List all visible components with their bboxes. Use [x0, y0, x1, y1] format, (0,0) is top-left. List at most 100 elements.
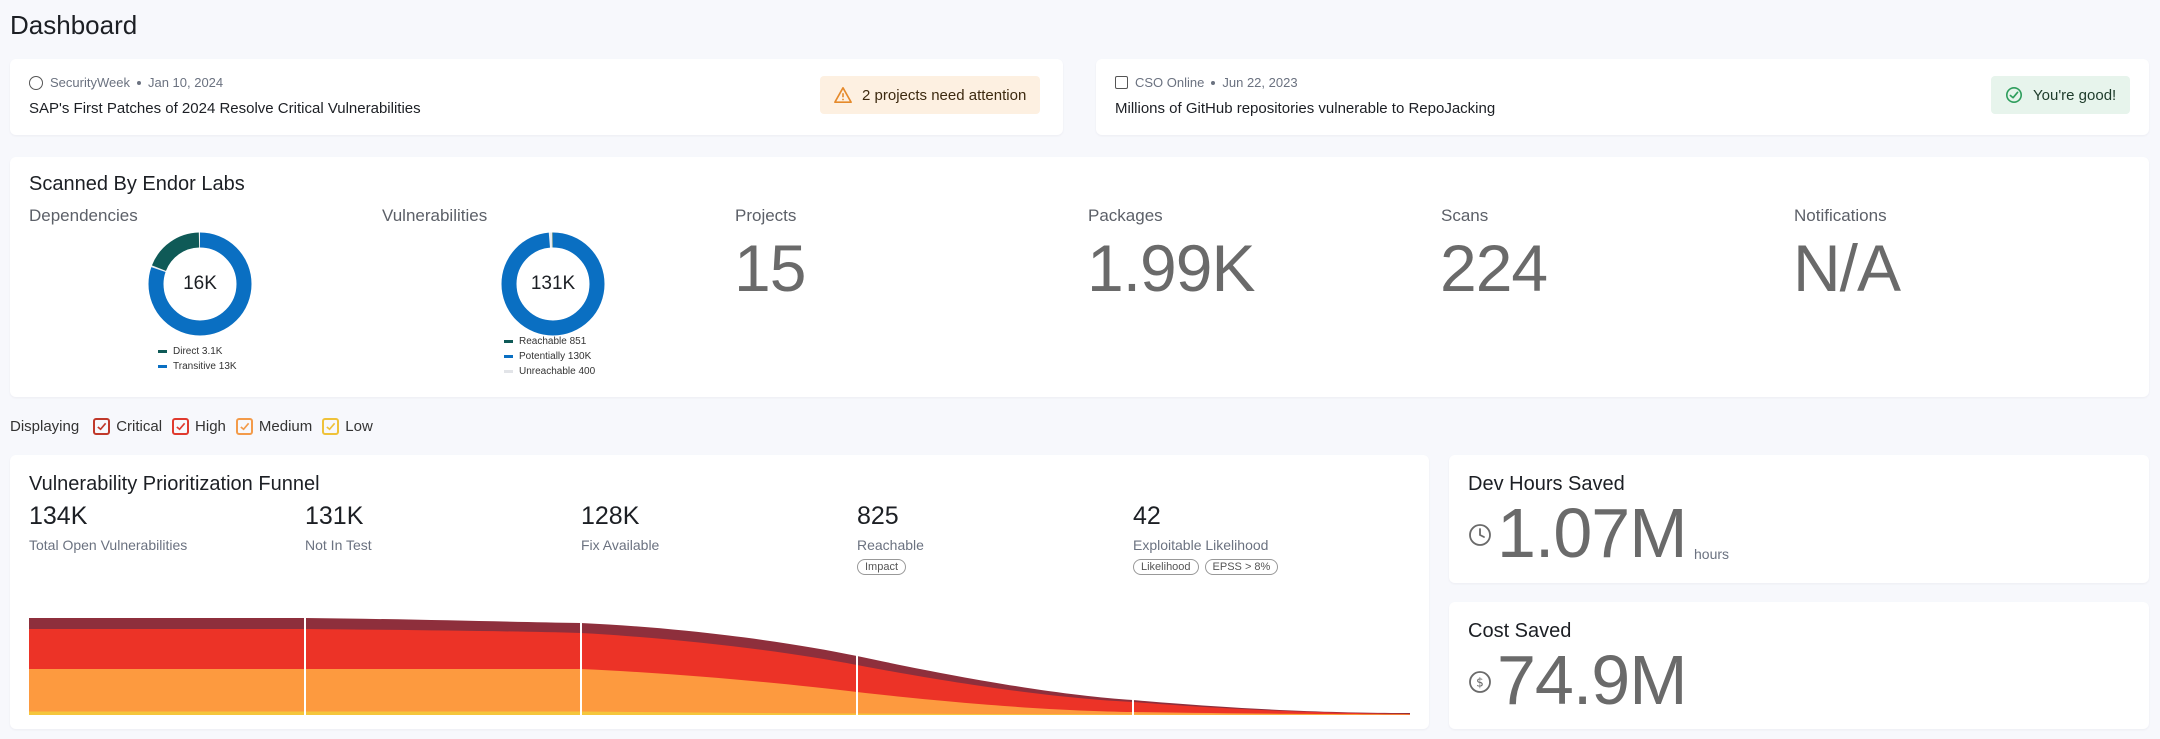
stage-value: 134K [29, 502, 88, 530]
tag-pill[interactable]: Likelihood [1133, 559, 1199, 575]
legend-item: Potentially 130K [504, 349, 595, 364]
source-icon [29, 75, 43, 90]
stage-value: 131K [305, 502, 364, 530]
badge-label: You're good! [2033, 86, 2117, 104]
funnel-stage[interactable]: 128K Fix Available [581, 502, 659, 553]
news-card[interactable]: CSO Online Jun 22, 2023 Millions of GitH… [1096, 59, 2149, 135]
stage-value: 825 [857, 502, 899, 530]
scanned-card: Scanned By Endor Labs Dependencies 16K D… [10, 157, 2149, 397]
section-title: Scanned By Endor Labs [29, 173, 245, 195]
section-title: Dev Hours Saved [1468, 473, 1625, 495]
news-title[interactable]: Millions of GitHub repositories vulnerab… [1115, 100, 1496, 117]
filter-label: Displaying [10, 418, 80, 435]
funnel-chart[interactable] [29, 612, 1410, 717]
notifications-count[interactable]: N/A [1793, 231, 1901, 305]
scans-label: Scans [1441, 206, 1489, 225]
donut-center-value: 16K [183, 273, 217, 294]
donut-segment-0[interactable] [148, 232, 252, 336]
check-icon [176, 422, 186, 431]
filter-item-label: Low [345, 418, 373, 435]
clock-icon [1469, 524, 1491, 546]
news-title[interactable]: SAP's First Patches of 2024 Resolve Crit… [29, 100, 421, 117]
stage-label: Reachable [857, 537, 924, 553]
donut-center-value: 131K [530, 273, 576, 294]
attention-badge[interactable]: 2 projects need attention [820, 76, 1041, 114]
news-source: SecurityWeek [50, 75, 130, 90]
dependencies-label: Dependencies [29, 206, 138, 225]
legend-label: Potentially 130K [519, 351, 592, 362]
tag-pill[interactable]: Impact [857, 559, 907, 575]
stage-value: 42 [1133, 502, 1161, 530]
svg-text:$: $ [1476, 676, 1484, 690]
scans-count[interactable]: 224 [1440, 231, 1548, 305]
checkbox-high[interactable] [172, 418, 190, 435]
legend-label: Reachable 851 [519, 336, 587, 347]
legend-swatch [504, 355, 513, 358]
legend-item: Unreachable 400 [504, 364, 595, 379]
dev-hours-value: 1.07M [1497, 494, 1688, 572]
projects-label: Projects [735, 206, 797, 225]
legend-label: Transitive 13K [173, 361, 237, 372]
stage-label: Exploitable Likelihood [1133, 537, 1269, 553]
legend-swatch [504, 340, 513, 343]
stage-label: Fix Available [581, 537, 660, 553]
donut-segment-2[interactable] [501, 232, 605, 336]
vulnerabilities-donut[interactable]: 131K [498, 229, 608, 339]
funnel-stage[interactable]: 42 Exploitable Likelihood Likelihood EPSS… [1133, 502, 1284, 575]
checkbox-critical[interactable] [93, 418, 111, 435]
filter-medium[interactable]: Medium [235, 418, 313, 435]
filter-item-label: Critical [116, 418, 163, 435]
filter-item-label: High [195, 418, 226, 435]
news-date: Jun 22, 2023 [1222, 75, 1298, 90]
projects-count[interactable]: 15 [734, 231, 806, 305]
funnel-stage[interactable]: 825 Reachable Impact [857, 502, 924, 575]
funnel-stage[interactable]: 134K Total Open Vulnerabilities [29, 502, 187, 553]
badge-label: 2 projects need attention [862, 86, 1027, 104]
page-title: Dashboard [10, 10, 138, 40]
packages-count[interactable]: 1.99K [1087, 231, 1255, 305]
checkbox-medium[interactable] [235, 418, 253, 435]
dollar-icon: $ [1469, 671, 1491, 693]
dev-hours-card: Dev Hours Saved 1.07M hours [1449, 455, 2149, 583]
legend-label: Direct 3.1K [173, 346, 223, 357]
check-icon [240, 422, 250, 431]
tag-pill[interactable]: EPSS > 8% [1204, 559, 1279, 575]
check-icon [326, 422, 336, 431]
cost-card: Cost Saved $ 74.9M [1449, 602, 2149, 729]
filter-low[interactable]: Low [322, 418, 373, 435]
cost-value: 74.9M [1497, 641, 1688, 719]
dependencies-donut[interactable]: 16K [145, 229, 255, 339]
section-title: Vulnerability Prioritization Funnel [29, 473, 320, 495]
vulnerabilities-legend: Reachable 851 Potentially 130K Unreachab… [504, 334, 595, 379]
packages-label: Packages [1088, 206, 1163, 225]
funnel-card: Vulnerability Prioritization Funnel 134K… [10, 455, 1429, 729]
legend-label: Unreachable 400 [519, 366, 596, 377]
filter-item-label: Medium [258, 418, 313, 435]
stage-label: Total Open Vulnerabilities [29, 537, 188, 553]
separator-dot [1211, 80, 1216, 85]
legend-item: Reachable 851 [504, 334, 595, 349]
warning-icon [834, 86, 852, 104]
stage-value: 128K [581, 502, 640, 530]
status-badge[interactable]: You're good! [1991, 76, 2131, 114]
legend-swatch [504, 370, 513, 373]
funnel-band-low [29, 711, 1410, 715]
legend-swatch [158, 365, 167, 368]
checkbox-low[interactable] [322, 418, 340, 435]
funnel-band-medium [29, 669, 1410, 715]
section-title: Cost Saved [1468, 620, 1572, 642]
stage-label: Not In Test [305, 537, 372, 553]
news-card[interactable]: SecurityWeek Jan 10, 2024 SAP's First Pa… [10, 59, 1063, 135]
funnel-stage[interactable]: 131K Not In Test [305, 502, 372, 553]
separator-dot [136, 80, 141, 85]
vulnerabilities-label: Vulnerabilities [382, 206, 488, 225]
filter-critical[interactable]: Critical [93, 418, 162, 435]
news-source: CSO Online [1135, 75, 1205, 90]
severity-filter-bar: Displaying Critical High Medium Low [10, 418, 373, 435]
filter-high[interactable]: High [172, 418, 226, 435]
legend-item: Transitive 13K [158, 359, 237, 374]
check-circle-icon [2005, 86, 2023, 104]
dev-hours-unit: hours [1694, 546, 1730, 562]
source-icon [1115, 76, 1128, 89]
legend-swatch [158, 350, 167, 353]
